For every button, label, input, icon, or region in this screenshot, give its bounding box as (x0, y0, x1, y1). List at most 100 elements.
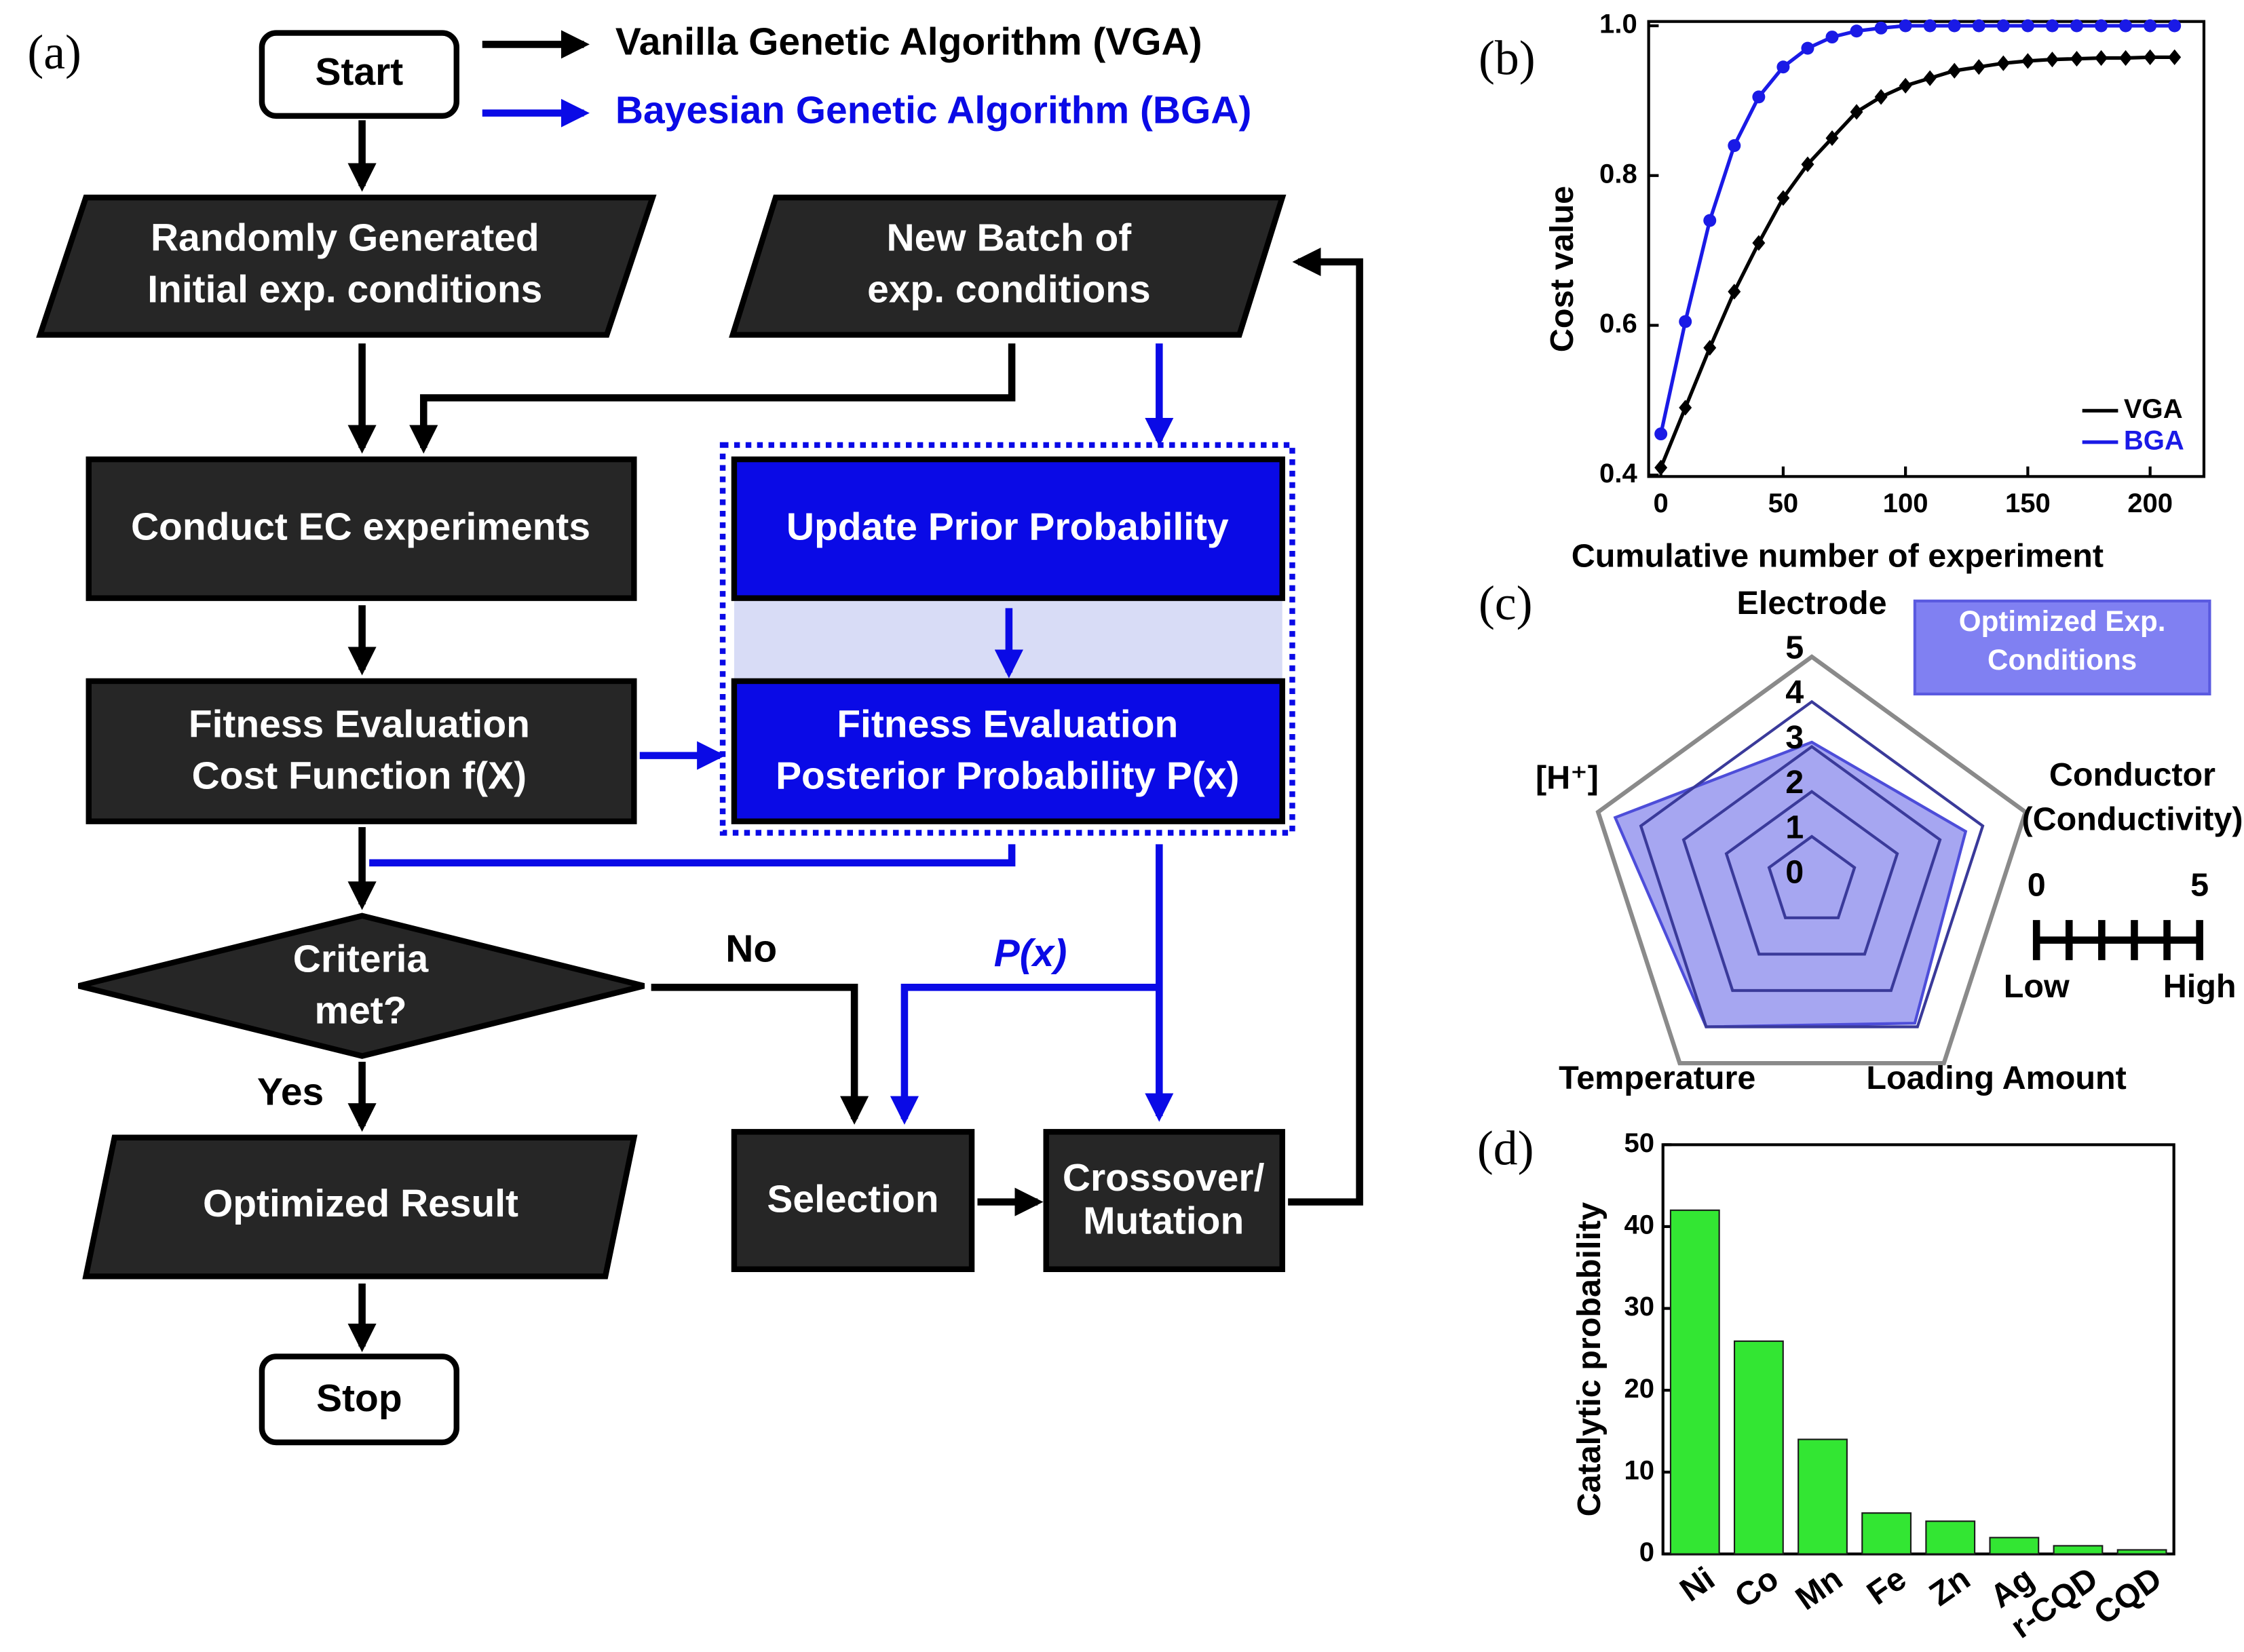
scale-label: 5 (2190, 866, 2209, 903)
legend: Optimized Exp. Conditions (1958, 607, 2166, 677)
marker (1703, 214, 1717, 227)
plot-frame (1661, 1143, 2175, 1556)
marker (2070, 50, 2083, 67)
stop-node (259, 1353, 460, 1446)
marker (1899, 77, 1912, 94)
radar-grid (1767, 834, 1857, 919)
panel-label: (b) (1479, 31, 1536, 85)
marker (2070, 19, 2083, 33)
node-label: Update Prior Probability (786, 505, 1229, 548)
process-node (85, 678, 637, 824)
marker (1654, 459, 1668, 476)
radar-grid (1681, 744, 1942, 993)
bar (1861, 1512, 1912, 1555)
marker (1972, 19, 1985, 33)
connector (369, 844, 1016, 867)
radar-grid (1595, 654, 2028, 1066)
radar-axis-label: Conductor (2049, 756, 2216, 793)
node-label: Selection (767, 1178, 938, 1221)
marker (1752, 235, 1766, 251)
series-line (1659, 55, 2175, 469)
marker (1654, 427, 1668, 441)
edge-label: No (725, 927, 777, 971)
marker (1923, 70, 1937, 86)
bar (2116, 1549, 2167, 1555)
legend-box (1913, 599, 2211, 696)
marker (1874, 21, 1888, 35)
marker (2144, 19, 2157, 33)
y-axis-label: Cost value (1544, 186, 1580, 352)
radar-area (1613, 740, 1968, 1029)
y-tick-label: 0.8 (1599, 159, 1637, 189)
input-node (36, 194, 657, 338)
process-node (731, 456, 1285, 601)
legend-label: BGA (2124, 425, 2184, 455)
start-node (259, 30, 460, 119)
bar (1669, 1209, 1720, 1555)
radar-grid (1724, 790, 1899, 956)
process-node (731, 678, 1285, 824)
node-label: Mutation (1083, 1199, 1244, 1242)
arrow (1288, 247, 1363, 1206)
radar-axis-label: Loading Amount (1866, 1060, 2126, 1096)
radar-tick-label: 3 (1785, 719, 1804, 756)
panel-label: (c) (1479, 576, 1533, 630)
radar-tick-label: 0 (1785, 853, 1804, 890)
node-label: Optimized Result (203, 1182, 518, 1225)
marker (2045, 19, 2059, 33)
node-label: Fitness Evaluation (189, 702, 530, 746)
x-tick-label: 150 (2005, 488, 2051, 518)
marker (1874, 89, 1888, 105)
process-node (731, 1129, 975, 1272)
marker (2119, 19, 2133, 33)
y-tick-label: 0.6 (1599, 309, 1637, 339)
marker (2168, 19, 2182, 33)
marker (1996, 19, 2010, 33)
panel-label: (d) (1477, 1121, 1534, 1175)
arrow (651, 984, 869, 1125)
marker (2168, 49, 2182, 65)
legend-label: Optimized Exp. Conditions (1958, 607, 2166, 677)
y-tick-label: 1.0 (1599, 9, 1637, 39)
y-axis-label: Catalytic probability (1571, 1202, 1608, 1517)
legend-label: Vanilla Genetic Algorithm (VGA) (615, 20, 1202, 63)
edge-label: P(x) (994, 931, 1067, 975)
marker (1728, 139, 1741, 153)
flowchart (36, 30, 1363, 1446)
marker (1825, 31, 1839, 44)
y-tick-label: 0 (1639, 1537, 1654, 1567)
bar (1798, 1438, 1848, 1555)
process-node (85, 456, 637, 601)
marker (2095, 19, 2108, 33)
arrow (890, 984, 1160, 1125)
marker (1752, 90, 1766, 104)
marker (2021, 19, 2034, 33)
radar-axis-label: Electrode (1737, 585, 1887, 621)
node-label: New Batch of (887, 216, 1133, 259)
marker (1703, 340, 1717, 356)
scale-label: Low (2004, 968, 2070, 1005)
output-node (82, 1134, 638, 1280)
process-node (1043, 1129, 1285, 1272)
marker (2045, 52, 2059, 68)
node-label: Posterior Probability P(x) (776, 754, 1239, 797)
node-label: Randomly Generated (151, 216, 539, 259)
node-label: met? (314, 988, 406, 1032)
radar-axis-label: Temperature (1559, 1060, 1755, 1096)
marker (1679, 315, 1692, 328)
arrow (409, 343, 1016, 454)
marker (1850, 104, 1863, 120)
y-tick-label: 0.4 (1599, 459, 1637, 488)
scale-label: High (2163, 968, 2237, 1005)
marker (1972, 59, 1985, 75)
marker (2144, 49, 2157, 65)
radar-axis-label: [H⁺] (1536, 759, 1599, 796)
radar-tick-label: 1 (1785, 809, 1804, 845)
marker (1679, 400, 1692, 416)
panel-label: (a) (27, 25, 81, 79)
marker (1850, 24, 1863, 38)
x-axis-label: Cumulative number of experiment (1572, 537, 2104, 574)
node-label: Stop (316, 1377, 402, 1420)
node-label: Initial exp. conditions (147, 267, 542, 311)
